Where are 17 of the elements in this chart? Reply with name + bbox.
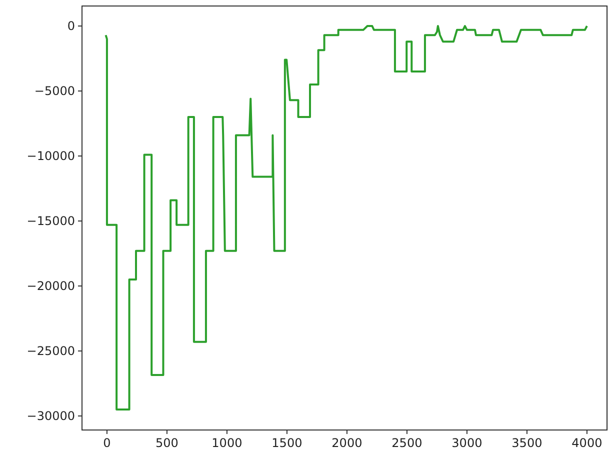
x-tick-label: 4000 (572, 436, 602, 450)
x-tick-label: 0 (103, 436, 111, 450)
y-tick-label: −30000 (26, 408, 75, 423)
x-tick-label: 500 (156, 436, 178, 450)
y-tick-label: −20000 (26, 278, 75, 293)
x-tick-label: 3000 (452, 436, 482, 450)
line-series (104, 25, 588, 410)
y-tick-label: 0 (67, 19, 75, 34)
y-tick-label: −10000 (26, 149, 75, 163)
x-tick-label: 2500 (392, 436, 422, 450)
x-tick-label: 2000 (332, 436, 362, 450)
y-tick-label: −25000 (26, 344, 75, 358)
x-tick-label: 3500 (512, 436, 542, 450)
y-tick-label: −15000 (26, 214, 75, 228)
y-tick-label: −5000 (34, 84, 75, 98)
x-tick-label: 1000 (212, 436, 242, 450)
x-tick-label: 1500 (272, 436, 302, 450)
